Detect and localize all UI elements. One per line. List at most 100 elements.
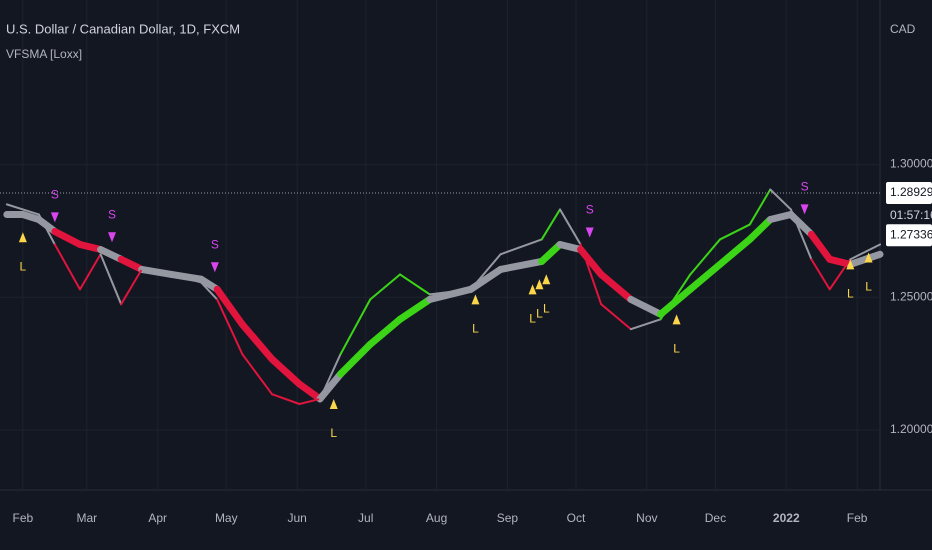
signal-label: S <box>211 237 219 251</box>
signal-label: S <box>801 180 809 194</box>
fast-line-segment <box>748 188 772 226</box>
x-tick-label: May <box>215 511 238 525</box>
signal-marker <box>585 227 594 238</box>
slow-line-segment <box>538 240 564 265</box>
fast-line-segment <box>579 243 603 306</box>
x-tick-label: Feb <box>847 511 868 525</box>
slow-line-segment <box>316 370 345 403</box>
signal-marker <box>846 259 855 270</box>
fast-line-segment <box>629 318 662 331</box>
slow-line-segment <box>467 265 505 293</box>
x-tick-label: Jul <box>358 511 373 525</box>
signal-label: S <box>108 207 116 221</box>
signal-marker <box>864 252 873 263</box>
fast-line-segment <box>200 281 219 301</box>
slow-line-segment <box>846 250 884 268</box>
fast-line-segment <box>659 273 692 321</box>
y-tick-label: 1.20000 <box>890 422 932 436</box>
x-tick-label: Nov <box>636 511 657 525</box>
x-tick-label: Feb <box>13 511 34 525</box>
signal-label: L <box>529 312 536 326</box>
fast-line-segment <box>469 253 502 291</box>
fast-line-segment <box>428 288 472 296</box>
x-tick-label: Jun <box>287 511 306 525</box>
fast-line-segment <box>79 253 102 291</box>
y-tick-label: 1.25000 <box>890 289 932 303</box>
currency: CAD <box>890 22 916 36</box>
x-tick-label: Mar <box>77 511 98 525</box>
slow-line-segment <box>268 355 303 388</box>
slow-line-segment <box>51 227 84 248</box>
fast-line-segment <box>5 203 24 211</box>
signal-marker <box>535 279 544 290</box>
fast-line-segment <box>399 273 431 296</box>
slow-line-segment <box>597 270 635 303</box>
fast-line-segment <box>769 188 792 211</box>
fast-line-segment <box>810 258 831 291</box>
fast-line-segment <box>298 397 321 405</box>
fast-line-segment <box>99 253 123 306</box>
fast-line-segment <box>559 208 582 246</box>
signal-marker <box>210 262 219 273</box>
slow-line-segment <box>295 380 324 403</box>
slow-line-segment <box>238 320 276 363</box>
fast-line-segment <box>689 238 721 276</box>
slow-line-segment <box>366 315 404 348</box>
fast-line-segment <box>499 238 543 256</box>
signal-marker <box>18 232 27 243</box>
signal-label: L <box>330 426 337 440</box>
slow-line-segment <box>807 230 834 263</box>
signal-label: L <box>865 280 872 294</box>
fast-line-segment <box>789 208 813 261</box>
signal-marker <box>471 294 480 305</box>
slow-line-segment <box>746 216 774 243</box>
fast-line-segment <box>339 298 372 356</box>
slow-line-segment <box>556 240 585 254</box>
signal-marker <box>329 398 338 409</box>
fast-line-segment <box>170 273 203 284</box>
slow-line-segment <box>396 295 434 323</box>
fast-line-segment <box>719 223 751 241</box>
signal-marker <box>108 232 116 243</box>
signal-label: L <box>20 259 27 273</box>
signal-marker <box>542 274 551 285</box>
x-tick-label: 2022 <box>773 511 800 525</box>
x-tick-label: Oct <box>567 511 586 525</box>
slow-line-segment <box>497 257 546 273</box>
y-tick-label: 1.30000 <box>890 157 932 171</box>
fast-line-segment <box>369 273 401 301</box>
fast-line-segment <box>21 208 40 216</box>
slow-line-segment <box>213 285 246 328</box>
fast-line-segment <box>216 298 244 356</box>
indicator-price-box <box>886 224 932 247</box>
slow-line-segment <box>766 210 795 224</box>
fast-line-segment <box>319 353 342 400</box>
fast-line-segment <box>140 268 173 276</box>
fast-line-segment <box>53 243 81 291</box>
signal-label: L <box>543 301 550 315</box>
last-price-box <box>886 182 932 205</box>
slow-line-segment <box>337 340 374 378</box>
signal-label: L <box>847 287 854 301</box>
fast-line-segment <box>37 213 56 246</box>
fast-line-segment <box>120 268 143 306</box>
fast-line-segment <box>600 303 632 331</box>
fast-line-segment <box>241 353 273 396</box>
fast-line-segment <box>849 243 881 261</box>
fast-line-segment <box>271 393 301 405</box>
slow-line-segment <box>716 235 754 268</box>
signal-label: L <box>536 306 543 320</box>
chart-title: U.S. Dollar / Canadian Dollar, 1D, FXCM <box>6 21 240 36</box>
signal-marker <box>528 284 537 295</box>
x-tick-label: Aug <box>426 511 447 525</box>
x-tick-label: Dec <box>705 511 726 525</box>
indicator-price-label: 1.27336 <box>890 227 932 241</box>
signal-label: L <box>673 341 680 355</box>
slow-line-segment <box>627 295 665 318</box>
slow-line-segment <box>76 240 105 254</box>
slow-line-segment <box>686 260 724 293</box>
signal-label: L <box>472 322 479 336</box>
